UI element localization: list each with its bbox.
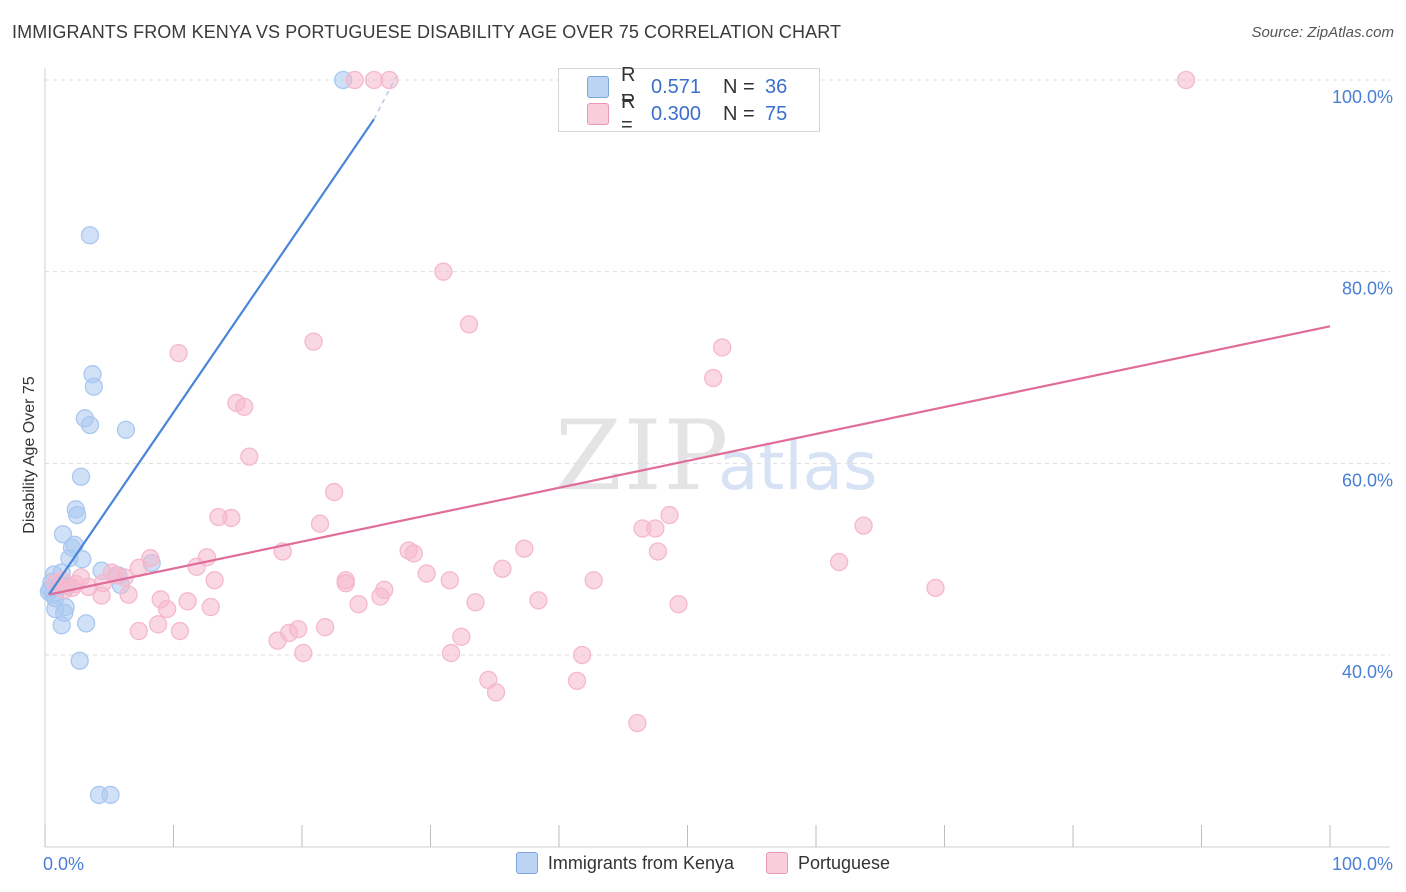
portuguese-point bbox=[459, 315, 479, 334]
x-tick-label: 0.0% bbox=[43, 854, 84, 874]
portuguese-point bbox=[515, 539, 534, 558]
series-swatch-portuguese bbox=[765, 852, 788, 874]
y-axis-label: Disability Age Over 75 bbox=[21, 376, 38, 534]
portuguese-point bbox=[713, 338, 732, 357]
kenya-point bbox=[67, 505, 87, 525]
legend-r-label: R = bbox=[621, 91, 636, 136]
portuguese-point bbox=[324, 482, 344, 502]
portuguese-point bbox=[529, 591, 548, 610]
portuguese-point bbox=[187, 557, 206, 576]
legend-n-label: N = bbox=[723, 75, 755, 98]
portuguese-point bbox=[417, 564, 436, 583]
kenya-point bbox=[53, 525, 73, 544]
legend-n-value: 75 bbox=[765, 102, 788, 125]
portuguese-point bbox=[345, 70, 364, 90]
legend-r-label: R = bbox=[621, 64, 636, 109]
portuguese-point bbox=[129, 621, 148, 641]
kenya-trend-extension bbox=[373, 76, 397, 120]
portuguese-trend-line bbox=[48, 325, 1331, 596]
portuguese-point bbox=[669, 595, 688, 614]
portuguese-point bbox=[371, 587, 390, 606]
series-legend: Immigrants from Kenya Portuguese bbox=[0, 852, 1406, 874]
series-legend-portuguese[interactable]: Portuguese bbox=[765, 852, 891, 874]
portuguese-point bbox=[380, 70, 399, 90]
legend-row-portuguese: R = 0.300 N = 75 bbox=[559, 91, 788, 136]
portuguese-point bbox=[336, 573, 355, 593]
kenya-point bbox=[80, 226, 100, 245]
kenya-point bbox=[76, 614, 96, 633]
portuguese-point bbox=[178, 592, 197, 611]
portuguese-point bbox=[466, 593, 485, 612]
kenya-point bbox=[70, 651, 89, 670]
portuguese-point bbox=[434, 262, 453, 281]
portuguese-point bbox=[310, 514, 330, 533]
legend-swatch-kenya bbox=[587, 76, 609, 98]
legend-r-value: 0.571 bbox=[651, 75, 702, 98]
kenya-point bbox=[71, 467, 91, 486]
correlation-legend: R = 0.571 N = 36 R = 0.300 N = 75 bbox=[558, 64, 820, 136]
portuguese-point bbox=[572, 645, 592, 665]
portuguese-point bbox=[157, 599, 177, 619]
portuguese-point bbox=[364, 70, 384, 90]
portuguese-point bbox=[486, 683, 506, 702]
portuguese-point bbox=[441, 643, 461, 663]
portuguese-point bbox=[119, 585, 138, 604]
portuguese-point bbox=[240, 447, 259, 466]
legend-swatch-portuguese bbox=[587, 103, 609, 125]
kenya-point bbox=[52, 616, 71, 635]
portuguese-point bbox=[399, 541, 418, 560]
portuguese-point bbox=[288, 619, 308, 639]
portuguese-point bbox=[315, 618, 335, 637]
kenya-point bbox=[80, 415, 100, 435]
legend-r-value: 0.300 bbox=[651, 102, 702, 125]
legend-n-value: 36 bbox=[765, 75, 788, 98]
series-swatch-kenya bbox=[515, 852, 538, 874]
chart-title: IMMIGRANTS FROM KENYA VS PORTUGUESE DISA… bbox=[12, 22, 842, 42]
portuguese-point bbox=[92, 586, 111, 605]
watermark-zip: ZIP bbox=[555, 400, 731, 512]
source-label: Source: ZipAtlas.com bbox=[1251, 24, 1394, 41]
series-legend-kenya[interactable]: Immigrants from Kenya bbox=[515, 852, 734, 874]
y-tick-label: 100.0% bbox=[1332, 87, 1393, 107]
portuguese-point bbox=[235, 397, 254, 416]
y-tick-label: 80.0% bbox=[1342, 279, 1393, 299]
y-tick-label: 60.0% bbox=[1342, 470, 1393, 490]
portuguese-point bbox=[169, 343, 188, 363]
kenya-trend-line bbox=[47, 118, 375, 596]
portuguese-point bbox=[660, 505, 679, 525]
x-tick-label: 100.0% bbox=[1332, 854, 1393, 874]
legend-row-kenya: R = 0.571 N = 36 bbox=[559, 64, 788, 109]
portuguese-point bbox=[854, 516, 873, 535]
portuguese-point bbox=[452, 627, 471, 646]
portuguese-point bbox=[1176, 70, 1196, 90]
portuguese-point bbox=[646, 519, 665, 538]
portuguese-point bbox=[829, 552, 849, 572]
portuguese-point bbox=[205, 571, 224, 590]
series-label-kenya: Immigrants from Kenya bbox=[547, 852, 734, 873]
kenya-point bbox=[84, 377, 103, 396]
portuguese-point bbox=[148, 615, 168, 634]
portuguese-point bbox=[222, 508, 241, 528]
portuguese-point bbox=[704, 368, 723, 388]
portuguese-point bbox=[170, 621, 190, 641]
portuguese-point bbox=[349, 595, 368, 614]
portuguese-point bbox=[648, 542, 668, 561]
portuguese-point bbox=[493, 559, 512, 578]
portuguese-point bbox=[201, 597, 220, 617]
portuguese-point bbox=[304, 332, 323, 351]
portuguese-point bbox=[440, 571, 459, 590]
portuguese-point bbox=[268, 631, 287, 650]
y-tick-label: 40.0% bbox=[1342, 662, 1393, 682]
legend-n-label: N = bbox=[723, 102, 755, 125]
kenya-point bbox=[101, 785, 120, 805]
portuguese-point bbox=[567, 671, 587, 691]
portuguese-point bbox=[584, 571, 603, 590]
portuguese-point bbox=[926, 578, 945, 598]
portuguese-point bbox=[294, 643, 313, 663]
kenya-point bbox=[116, 420, 136, 439]
portuguese-point bbox=[628, 713, 647, 733]
watermark-atlas: atlas bbox=[718, 428, 878, 505]
series-label-portuguese: Portuguese bbox=[797, 852, 891, 873]
